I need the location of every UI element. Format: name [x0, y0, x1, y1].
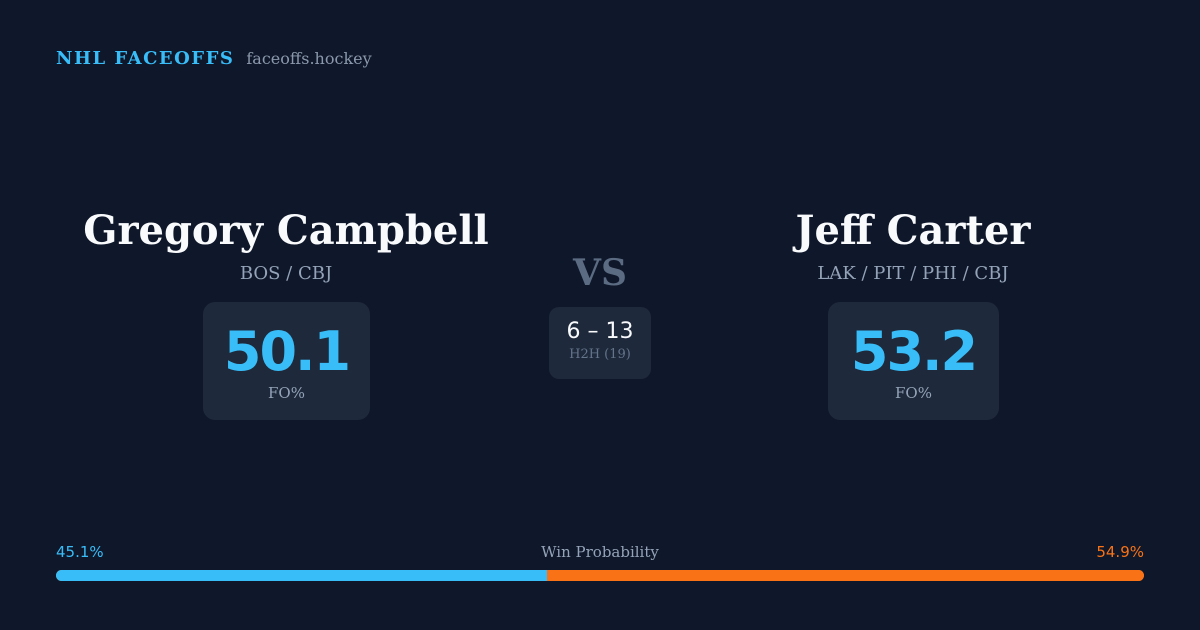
player-right-teams: LAK / PIT / PHI / CBJ [817, 263, 1009, 284]
player-right-stat-box: 53.2 FO% [828, 302, 999, 420]
player-right-fo-value: 53.2 [850, 320, 978, 383]
win-prob-left-value: 45.1% [56, 543, 104, 561]
h2h-box: 6 – 13 H2H (19) [549, 307, 651, 379]
player-left-stat-box: 50.1 FO% [203, 302, 370, 420]
win-prob-title: Win Probability [541, 543, 659, 561]
vs-label: VS [573, 252, 627, 294]
win-prob-bar-left [56, 570, 547, 581]
win-prob-bar-right [546, 570, 1144, 581]
player-left-teams: BOS / CBJ [239, 263, 333, 284]
player-left-fo-value: 50.1 [223, 320, 351, 383]
brand-header: NHL FACEOFFS faceoffs.hockey [56, 48, 372, 69]
brand-name: NHL FACEOFFS [56, 48, 235, 69]
h2h-score: 6 – 13 [566, 319, 634, 344]
brand-domain: faceoffs.hockey [246, 49, 372, 68]
player-right-name: Jeff Carter [795, 207, 1031, 254]
player-left-fo-label: FO% [268, 384, 305, 402]
player-right-fo-label: FO% [895, 384, 932, 402]
player-right: Jeff Carter LAK / PIT / PHI / CBJ [653, 206, 1173, 286]
win-prob-right-value: 54.9% [1096, 543, 1144, 561]
win-prob-bar [56, 570, 1144, 581]
player-left: Gregory Campbell BOS / CBJ [26, 206, 546, 286]
player-left-name: Gregory Campbell [83, 207, 489, 254]
h2h-label: H2H (19) [569, 347, 631, 362]
